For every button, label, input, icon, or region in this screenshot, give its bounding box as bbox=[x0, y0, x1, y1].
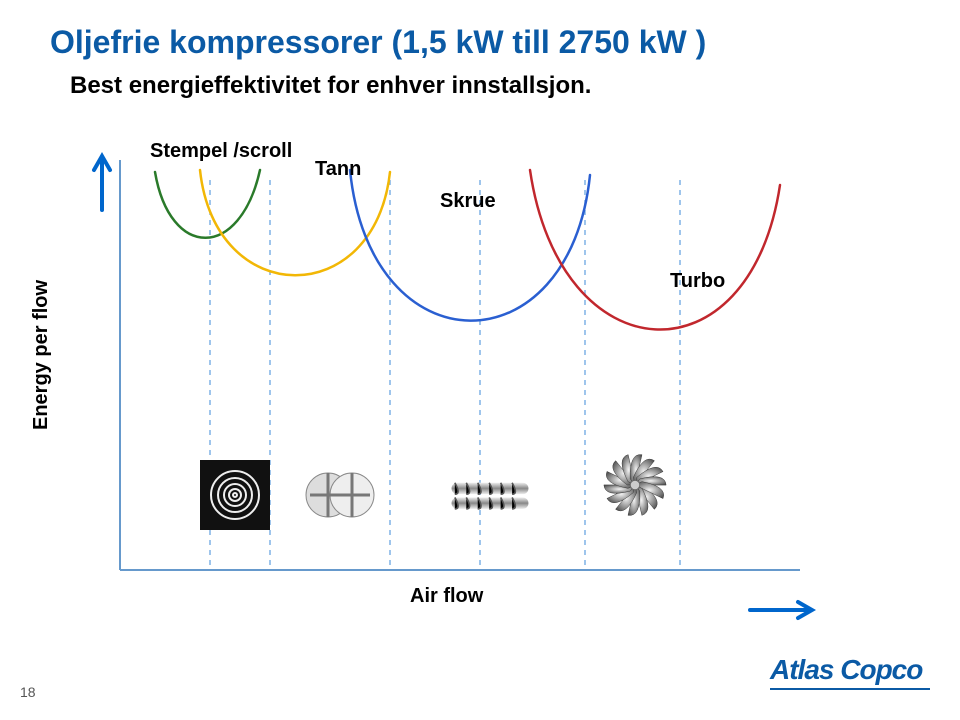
series-label-tann: Tann bbox=[315, 158, 361, 181]
page-title: Oljefrie kompressorer (1,5 kW till 2750 … bbox=[50, 24, 706, 61]
chart-svg bbox=[60, 150, 840, 620]
brand-logo: Atlas Copco bbox=[770, 654, 930, 690]
series-label-skrue: Skrue bbox=[440, 190, 496, 213]
scroll-icon bbox=[190, 460, 280, 530]
page-subtitle: Best energieffektivitet for enhver innst… bbox=[70, 72, 591, 100]
series-label-stempel-scroll: Stempel /scroll bbox=[150, 140, 292, 163]
y-axis-label: Energy per flow bbox=[30, 280, 53, 430]
turbo-icon bbox=[590, 450, 680, 520]
chart: Energy per flow Air flow Stempel /scroll… bbox=[60, 150, 840, 620]
tann-icon bbox=[295, 460, 385, 530]
series-label-turbo: Turbo bbox=[670, 270, 725, 293]
page-number: 18 bbox=[20, 684, 36, 700]
skrue-icon bbox=[445, 460, 535, 530]
brand-logo-rule bbox=[770, 688, 930, 690]
brand-logo-text: Atlas Copco bbox=[770, 654, 930, 686]
x-axis-label: Air flow bbox=[410, 585, 483, 608]
